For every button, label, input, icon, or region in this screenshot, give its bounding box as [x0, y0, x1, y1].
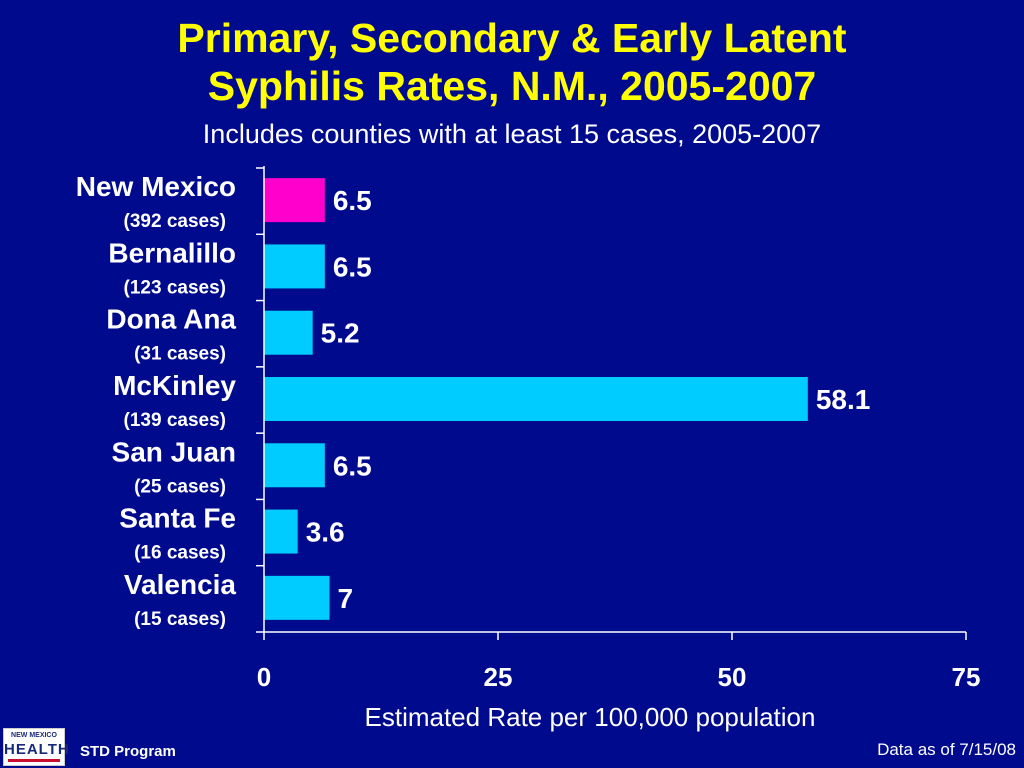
value-label-3: 58.1	[816, 384, 871, 415]
x-tick-label-3: 75	[952, 662, 981, 692]
value-label-2: 5.2	[321, 318, 360, 349]
logo-main-text: HEALTH	[4, 741, 70, 758]
value-label-1: 6.5	[333, 251, 372, 282]
value-label-4: 6.5	[333, 450, 372, 481]
case-count-label-6: (15 cases)	[134, 609, 226, 630]
x-tick-label-1: 25	[484, 662, 513, 692]
bar-5	[264, 509, 298, 554]
chart-subtitle: Includes counties with at least 15 cases…	[202, 119, 822, 149]
case-count-label-2: (31 cases)	[134, 344, 226, 365]
bar-0	[264, 178, 325, 223]
category-label-6: Valencia	[124, 569, 237, 600]
chart-title: Primary, Secondary & Early Latent Syphil…	[0, 14, 1024, 110]
logo-top-text: NEW MEXICO	[11, 732, 57, 739]
category-label-2: Dona Ana	[106, 304, 236, 335]
case-count-label-1: (123 cases)	[124, 277, 226, 298]
chart-title-line2: Syphilis Rates, N.M., 2005-2007	[207, 63, 817, 109]
case-count-label-5: (16 cases)	[134, 543, 226, 564]
category-label-1: Bernalillo	[108, 237, 236, 268]
x-tick-label-2: 50	[718, 662, 747, 692]
chart-title-line1: Primary, Secondary & Early Latent	[177, 15, 847, 61]
category-label-4: San Juan	[112, 436, 236, 467]
value-label-0: 6.5	[333, 185, 372, 216]
bar-4	[264, 443, 325, 488]
category-label-0: New Mexico	[76, 171, 236, 202]
case-count-label-4: (25 cases)	[134, 476, 226, 497]
category-label-3: McKinley	[113, 370, 236, 401]
program-label: STD Program	[80, 743, 176, 760]
bar-1	[264, 244, 325, 289]
x-tick-label-0: 0	[257, 662, 271, 692]
bar-3	[264, 377, 808, 421]
category-label-5: Santa Fe	[119, 503, 236, 534]
case-count-label-0: (392 cases)	[124, 211, 226, 232]
value-label-5: 3.6	[306, 517, 345, 548]
logo-stripe	[8, 759, 60, 762]
bar-2	[264, 310, 313, 355]
x-axis-label: Estimated Rate per 100,000 population	[364, 702, 816, 732]
value-label-6: 7	[338, 583, 354, 614]
bar-6	[264, 575, 330, 620]
data-date-label: Data as of 7/15/08	[877, 740, 1016, 759]
nm-health-logo: NEW MEXICO HEALTH	[3, 728, 70, 766]
case-count-label-3: (139 cases)	[124, 410, 226, 431]
